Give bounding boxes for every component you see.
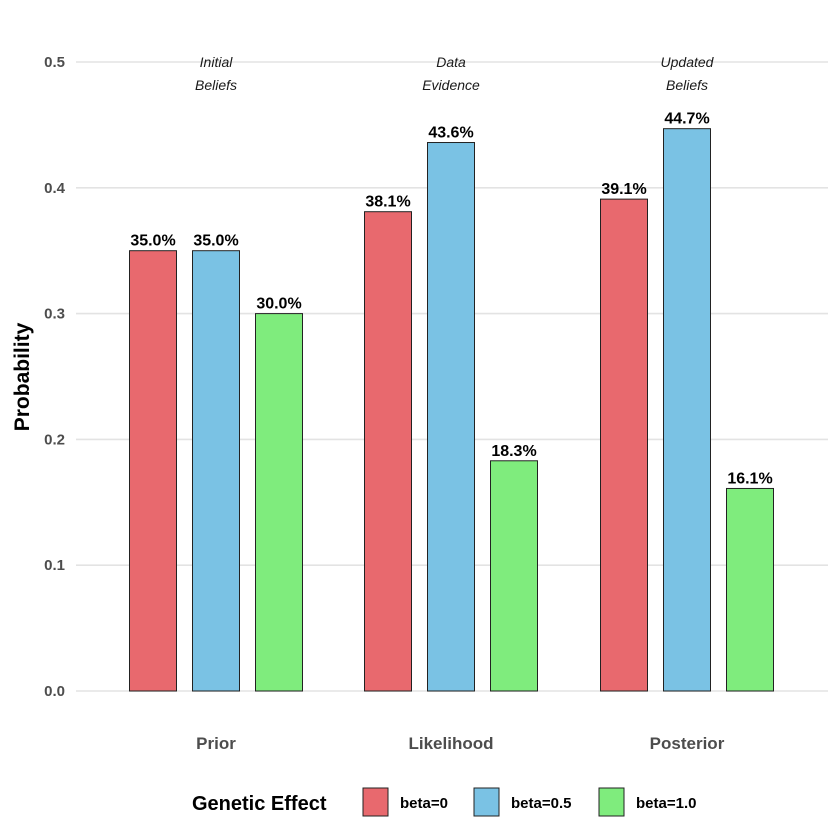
data-label: 16.1% xyxy=(727,470,772,487)
data-label: 35.0% xyxy=(130,233,175,250)
y-tick-label: 0.1 xyxy=(44,557,65,574)
data-label: 44.7% xyxy=(664,111,709,128)
legend-swatch xyxy=(362,787,389,817)
legend-swatch xyxy=(598,787,625,817)
y-axis-ticks: 0.0 0.1 0.2 0.3 0.4 0.5 xyxy=(44,54,66,700)
legend-title: Genetic Effect xyxy=(192,793,327,815)
x-tick-label: Posterior xyxy=(650,734,725,753)
y-tick-label: 0.3 xyxy=(44,306,65,323)
legend: Genetic Effect beta=0 beta=0.5 beta=1.0 xyxy=(192,787,696,817)
legend-entry-label: beta=0.5 xyxy=(511,795,571,812)
x-tick-label: Prior xyxy=(196,734,236,753)
bar-prior-beta-1-0 xyxy=(255,313,303,692)
bar-likelihood-beta-1-0 xyxy=(490,460,538,692)
data-label: 18.3% xyxy=(491,443,536,460)
category-annotation: Beliefs xyxy=(666,77,708,93)
bar-posterior-beta-1-0 xyxy=(726,487,774,692)
category-annotation: Evidence xyxy=(422,77,480,93)
category-annotation: Beliefs xyxy=(195,77,237,93)
data-label: 43.6% xyxy=(428,125,473,142)
y-tick-label: 0.0 xyxy=(44,683,65,700)
y-tick-label: 0.2 xyxy=(44,431,65,448)
data-label: 39.1% xyxy=(601,181,646,198)
y-tick-label: 0.5 xyxy=(44,54,65,71)
bar-posterior-beta-0-5 xyxy=(663,128,711,692)
y-axis-title: Probability xyxy=(11,322,34,431)
bar-prior-beta-0-5 xyxy=(192,250,240,692)
x-tick-label: Likelihood xyxy=(409,734,494,753)
bar-prior-beta-0 xyxy=(129,250,177,692)
legend-swatch xyxy=(473,787,500,817)
x-axis-ticks: Prior Likelihood Posterior xyxy=(196,734,725,753)
legend-entry-label: beta=0 xyxy=(400,795,448,812)
data-label: 30.0% xyxy=(256,296,301,313)
category-annotation: Initial xyxy=(200,54,234,70)
bar-likelihood-beta-0-5 xyxy=(427,142,475,692)
category-annotations: Initial Beliefs Data Evidence Updated Beliefs xyxy=(195,54,715,93)
legend-entry-label: beta=1.0 xyxy=(636,795,696,812)
y-tick-label: 0.4 xyxy=(44,180,66,197)
data-labels: 35.0% 35.0% 30.0% 38.1% 43.6% 18.3% 39.1% 44.7%… xyxy=(130,111,772,488)
data-label: 35.0% xyxy=(193,233,238,250)
data-label: 38.1% xyxy=(365,194,410,211)
category-annotation: Updated xyxy=(661,54,715,70)
bar-likelihood-beta-0 xyxy=(364,211,412,692)
bar-posterior-beta-0 xyxy=(600,198,648,692)
category-annotation: Data xyxy=(436,54,466,70)
bars xyxy=(129,128,774,692)
